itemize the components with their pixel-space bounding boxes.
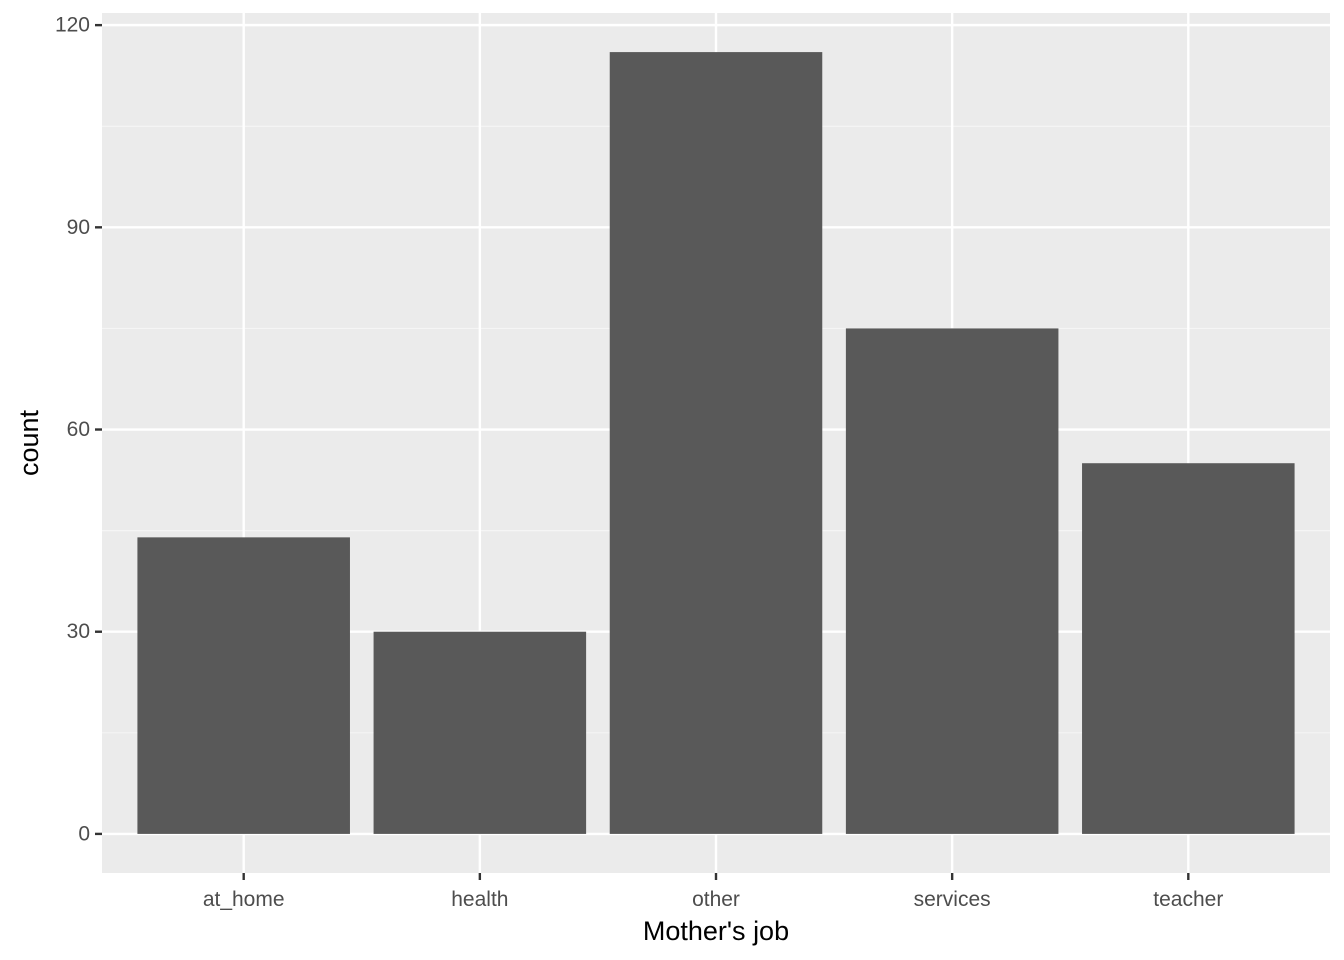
x-tick-label: at_home [203, 888, 285, 911]
x-tick-label: health [451, 888, 508, 911]
bar-teacher [1082, 463, 1295, 834]
y-axis-ticks: 0 30 60 90 120 [55, 14, 102, 845]
y-tick-label: 60 [67, 418, 90, 441]
x-axis-title: Mother's job [643, 916, 789, 946]
x-tick-label: other [692, 888, 740, 911]
bar-other [609, 52, 823, 834]
y-tick-label: 30 [67, 620, 90, 643]
y-tick-label: 0 [78, 822, 90, 845]
bar-health [373, 631, 587, 834]
x-axis-ticks: at_home health other services teacher [203, 873, 1223, 911]
x-tick-label: services [914, 888, 991, 911]
bars [137, 52, 1295, 834]
y-tick-label: 120 [55, 14, 90, 37]
x-tick-label: teacher [1153, 888, 1223, 911]
bar-services [845, 328, 1059, 834]
y-tick-label: 90 [67, 216, 90, 239]
bar-at-home [137, 537, 350, 834]
y-axis-title: count [14, 409, 44, 476]
